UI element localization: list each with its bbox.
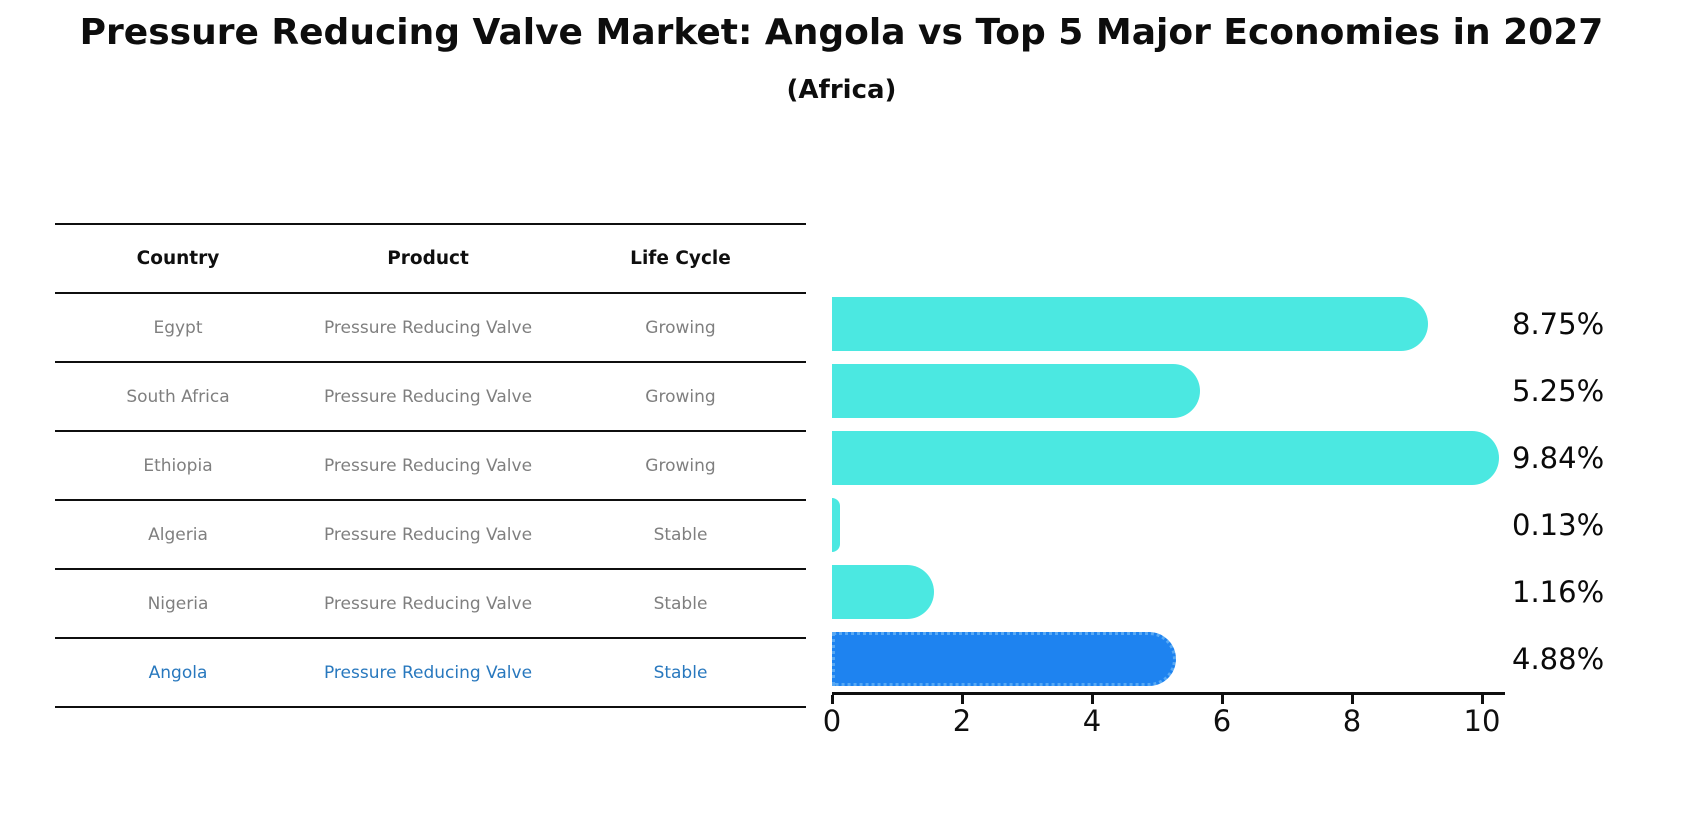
column-header-country: Country	[136, 248, 220, 269]
x-axis-tick	[830, 695, 834, 704]
bar-value-label: 4.88%	[1512, 641, 1605, 676]
cell-product: Pressure Reducing Valve	[323, 524, 533, 545]
cell-life-cycle: Growing	[645, 317, 716, 338]
table-row: Egypt Pressure Reducing Valve Growing	[55, 292, 806, 361]
x-axis-tick	[1350, 695, 1354, 704]
cell-product: Pressure Reducing Valve	[323, 317, 533, 338]
x-axis-tick-label: 0	[822, 704, 842, 738]
x-axis-tick-label: 8	[1342, 704, 1362, 738]
x-axis-tick-label: 6	[1212, 704, 1232, 738]
cell-country: Ethiopia	[143, 455, 213, 476]
x-axis-tick-label: 4	[1082, 704, 1102, 738]
x-axis-tick	[1480, 695, 1484, 704]
cell-country: South Africa	[126, 386, 230, 407]
cell-product: Pressure Reducing Valve	[323, 662, 533, 683]
bar-value-label: 1.16%	[1512, 574, 1605, 609]
x-axis-tick	[1220, 695, 1224, 704]
x-axis-tick-label: 10	[1463, 704, 1501, 738]
page-subtitle: (Africa)	[786, 75, 897, 105]
table-row: Nigeria Pressure Reducing Valve Stable	[55, 568, 806, 637]
bar-value-label: 0.13%	[1512, 507, 1605, 542]
cell-country: Nigeria	[147, 593, 209, 614]
bar-south-africa	[832, 363, 1201, 418]
bar-value-label: 9.84%	[1512, 440, 1605, 475]
cell-life-cycle: Growing	[645, 386, 716, 407]
country-table: Country Product Life Cycle Egypt Pressure Re…	[55, 223, 806, 708]
table-row: Ethiopia Pressure Reducing Valve Growing	[55, 430, 806, 499]
x-axis-tick	[960, 695, 964, 704]
bar-egypt	[832, 296, 1428, 351]
bar-highlight-angola	[832, 631, 1177, 686]
bar-algeria	[832, 497, 841, 552]
cell-life-cycle: Stable	[653, 524, 708, 545]
column-header-product: Product	[387, 248, 469, 269]
table-header-row: Country Product Life Cycle	[55, 223, 806, 292]
bar-nigeria	[832, 564, 935, 619]
cell-product: Pressure Reducing Valve	[323, 593, 533, 614]
cell-product: Pressure Reducing Valve	[323, 455, 533, 476]
table-row: Algeria Pressure Reducing Valve Stable	[55, 499, 806, 568]
cell-life-cycle: Growing	[645, 455, 716, 476]
cell-product: Pressure Reducing Valve	[323, 386, 533, 407]
cell-country: Egypt	[153, 317, 203, 338]
x-axis-line	[832, 692, 1505, 695]
bar-ethiopia	[832, 430, 1499, 485]
cell-life-cycle: Stable	[653, 662, 708, 683]
page-title: Pressure Reducing Valve Market: Angola v…	[79, 12, 1604, 53]
column-header-life-cycle: Life Cycle	[630, 248, 731, 269]
cell-life-cycle: Stable	[653, 593, 708, 614]
cell-country: Angola	[148, 662, 208, 683]
table-row: Angola Pressure Reducing Valve Stable	[55, 637, 806, 706]
x-axis-tick-label: 2	[952, 704, 972, 738]
x-axis-tick	[1090, 695, 1094, 704]
cell-country: Algeria	[148, 524, 208, 545]
bar-value-label: 8.75%	[1512, 306, 1605, 341]
table-row: South Africa Pressure Reducing Valve Growi…	[55, 361, 806, 430]
bar-value-label: 5.25%	[1512, 373, 1605, 408]
